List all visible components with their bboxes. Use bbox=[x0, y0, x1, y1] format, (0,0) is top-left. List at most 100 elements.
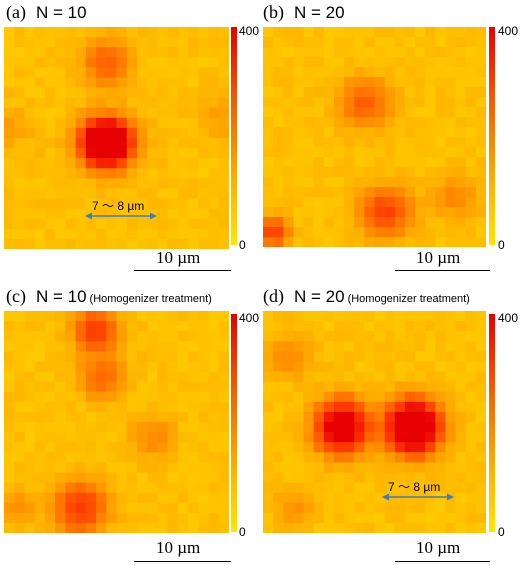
map-pixel bbox=[75, 168, 87, 179]
map-pixel bbox=[455, 351, 467, 363]
map-pixel bbox=[65, 462, 77, 474]
map-pixel bbox=[293, 227, 305, 238]
map-pixel bbox=[303, 27, 315, 38]
map-pixel bbox=[465, 167, 477, 178]
map-pixel bbox=[374, 331, 386, 342]
map-pixel bbox=[75, 238, 87, 249]
map-pixel bbox=[445, 512, 457, 524]
map-pixel bbox=[188, 107, 199, 119]
map-pixel bbox=[415, 452, 426, 463]
map-pixel bbox=[177, 47, 189, 58]
map-pixel bbox=[394, 237, 406, 247]
map-pixel bbox=[364, 371, 376, 383]
map-pixel bbox=[65, 208, 77, 220]
map-pixel bbox=[425, 391, 436, 403]
map-pixel bbox=[354, 127, 365, 138]
map-pixel bbox=[188, 117, 199, 129]
map-pixel bbox=[65, 127, 77, 139]
map-pixel bbox=[85, 117, 97, 129]
map-pixel bbox=[96, 198, 107, 210]
map-pixel bbox=[455, 361, 467, 373]
map-pixel bbox=[177, 198, 189, 210]
map-pixel bbox=[364, 482, 376, 494]
map-pixel bbox=[96, 238, 107, 249]
map-pixel bbox=[136, 331, 148, 342]
panel-title: (c) N = 10 (Homogenizer treatment) bbox=[6, 286, 212, 307]
scale-bar bbox=[134, 561, 231, 563]
map-pixel bbox=[273, 197, 284, 208]
map-pixel bbox=[106, 178, 118, 190]
map-pixel bbox=[188, 522, 199, 533]
map-pixel bbox=[55, 117, 66, 129]
map-pixel bbox=[394, 331, 406, 342]
map-pixel bbox=[344, 401, 355, 413]
map-pixel bbox=[425, 361, 436, 373]
map-pixel bbox=[106, 238, 118, 249]
map-pixel bbox=[208, 47, 220, 58]
map-pixel bbox=[167, 361, 179, 373]
map-pixel bbox=[445, 157, 457, 168]
map-pixel bbox=[283, 237, 295, 247]
map-pixel bbox=[188, 351, 199, 363]
map-pixel bbox=[44, 208, 56, 220]
map-pixel bbox=[208, 492, 220, 504]
map-pixel bbox=[85, 361, 97, 373]
map-pixel bbox=[354, 147, 365, 158]
map-pixel bbox=[263, 391, 274, 403]
map-pixel bbox=[394, 47, 406, 58]
map-pixel bbox=[283, 87, 295, 98]
map-pixel bbox=[313, 127, 325, 138]
map-pixel bbox=[374, 67, 386, 78]
map-pixel bbox=[404, 482, 416, 494]
map-pixel bbox=[116, 401, 128, 413]
map-pixel bbox=[313, 187, 325, 198]
map-pixel bbox=[394, 422, 406, 433]
map-pixel bbox=[313, 67, 325, 78]
map-pixel bbox=[263, 351, 274, 363]
map-pixel bbox=[435, 472, 447, 484]
map-pixel bbox=[313, 432, 325, 443]
map-pixel bbox=[323, 117, 335, 128]
map-pixel bbox=[273, 107, 284, 118]
map-pixel bbox=[323, 237, 335, 247]
map-pixel bbox=[455, 47, 467, 58]
map-pixel bbox=[394, 472, 406, 484]
map-pixel bbox=[303, 97, 315, 108]
map-pixel bbox=[136, 462, 148, 474]
map-pixel bbox=[34, 502, 46, 514]
map-pixel bbox=[126, 321, 138, 332]
map-pixel bbox=[177, 117, 189, 129]
map-pixel bbox=[147, 37, 159, 48]
map-pixel bbox=[293, 422, 305, 433]
map-pixel bbox=[85, 331, 97, 342]
map-pixel bbox=[354, 237, 365, 247]
map-pixel bbox=[435, 57, 447, 68]
map-pixel bbox=[24, 47, 36, 58]
map-pixel bbox=[218, 321, 229, 332]
map-pixel bbox=[136, 158, 148, 169]
map-pixel bbox=[313, 167, 325, 178]
map-pixel bbox=[44, 472, 56, 484]
map-pixel bbox=[147, 138, 159, 149]
map-pixel bbox=[188, 218, 199, 230]
map-pixel bbox=[404, 167, 416, 178]
map-pixel bbox=[263, 207, 274, 218]
map-pixel bbox=[177, 512, 189, 524]
map-pixel bbox=[333, 207, 345, 218]
map-pixel bbox=[475, 371, 486, 383]
map-pixel bbox=[4, 321, 15, 332]
map-pixel bbox=[188, 47, 199, 58]
map-pixel bbox=[435, 341, 447, 352]
map-pixel bbox=[333, 177, 345, 188]
map-pixel bbox=[157, 401, 169, 413]
map-pixel bbox=[293, 167, 305, 178]
map-pixel bbox=[24, 178, 36, 190]
map-pixel bbox=[177, 321, 189, 332]
map-pixel bbox=[415, 187, 426, 198]
map-pixel bbox=[445, 67, 457, 78]
map-pixel bbox=[445, 341, 457, 352]
map-pixel bbox=[333, 147, 345, 158]
map-pixel bbox=[404, 137, 416, 148]
map-pixel bbox=[44, 218, 56, 230]
map-pixel bbox=[303, 381, 315, 393]
